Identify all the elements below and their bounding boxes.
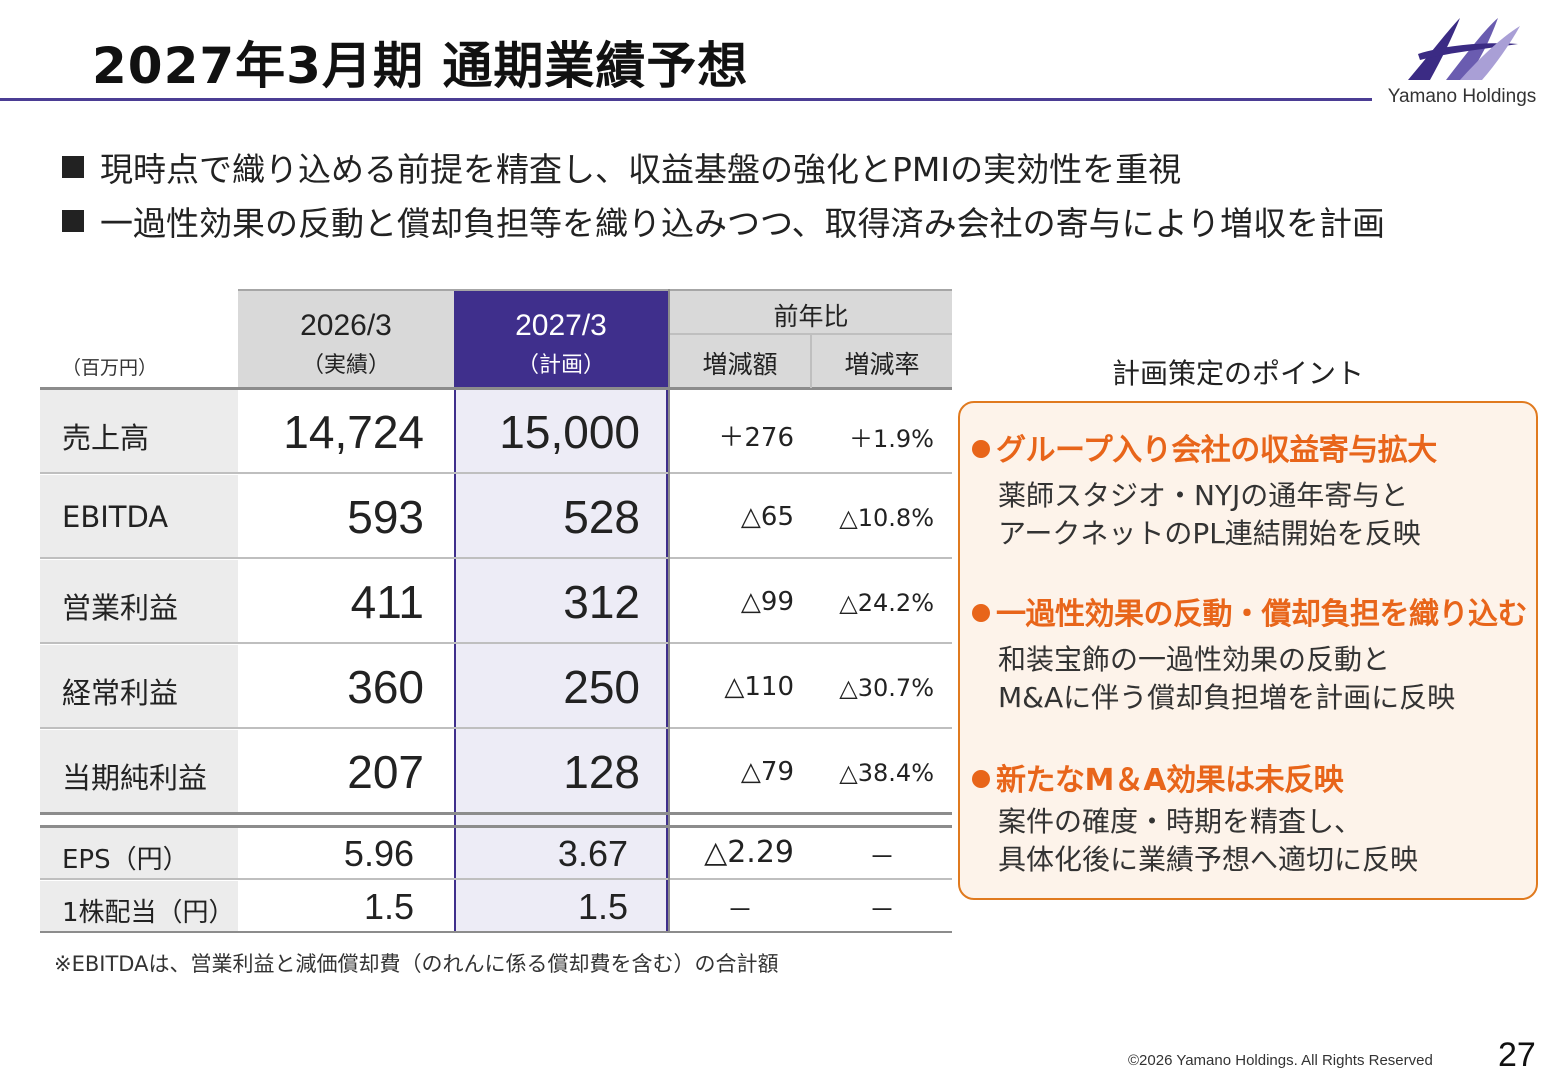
plan-column-bg [454,388,668,933]
page-title: 2027年3月期 通期業績予想 [92,37,749,95]
col-yoy: 前年比 [773,302,849,331]
row-actual: 360 [347,661,424,713]
logo-mark-icon [1408,18,1520,80]
bullet-item: 一過性効果の反動と償却負担等を織り込みつつ、取得済み会社の寄与により増収を計画 [62,194,1385,248]
bullet-dot-icon [972,440,990,458]
summary-bullets: 現時点で織り込める前提を精査し、収益基盤の強化とPMIの実効性を重視 一過性効果… [62,140,1385,248]
header-plan-bg [454,289,668,388]
row-diff: △99 [740,587,794,617]
subrow-plan: 3.67 [557,833,628,874]
row-rate: △38.4% [839,759,934,787]
row-plan: 312 [563,576,640,628]
square-bullet-icon [62,210,84,232]
col-actual-sub: （実績） [301,353,390,378]
copyright: ©2026 Yamano Holdings. All Rights Reserv… [1128,1052,1433,1069]
col-diff: 増減額 [702,350,778,379]
bullet-item: 現時点で織り込める前提を精査し、収益基盤の強化とPMIの実効性を重視 [62,140,1385,194]
row-diff: ＋276 [718,423,794,453]
point-body: 薬師スタジオ・NYJの通年寄与と アークネットのPL連結開始を反映 [998,479,1421,550]
header-actual-bg [238,289,454,388]
subrow-actual: 1.5 [363,886,414,927]
row-label-bg [40,390,238,472]
row-label: 経常利益 [62,676,179,710]
subrow-rate: － [868,896,895,926]
point-heading: 一過性効果の反動・償却負担を織り込む [972,589,1528,633]
col-actual-year: 2026/3 [300,309,392,342]
row-label-bg [40,645,238,727]
points-title: 計画策定のポイント [1112,357,1365,390]
row-label: 当期純利益 [62,761,208,795]
row-label-bg [40,828,238,878]
point-body: 和装宝飾の一過性効果の反動と M&Aに伴う償却負担増を計画に反映 [998,643,1456,714]
row-rate: △30.7% [839,674,934,702]
square-bullet-icon [62,156,84,178]
row-rate: △24.2% [839,589,934,617]
row-actual: 207 [347,746,424,798]
points-panel: グループ入り会社の収益寄与拡大 薬師スタジオ・NYJの通年寄与と アークネットの… [958,401,1538,900]
subrow-diff: △2.29 [704,835,794,870]
title-underline [0,98,1372,101]
footnote: ※EBITDAは、営業利益と減価償却費（のれんに係る償却費を含む）の合計額 [54,952,779,976]
row-label: 営業利益 [62,591,179,625]
col-plan-year: 2027/3 [515,309,607,342]
row-actual: 14,724 [283,406,424,458]
point-body: 案件の確度・時期を精査し、 具体化後に業績予想へ適切に反映 [998,805,1419,876]
row-actual: 411 [350,576,424,628]
row-plan: 15,000 [499,406,640,458]
col-rate: 増減率 [844,350,920,379]
row-diff: △65 [740,502,794,532]
subrow-actual: 5.96 [343,833,414,874]
row-actual: 593 [347,491,424,543]
row-diff: △79 [740,757,794,787]
row-diff: △110 [724,672,794,702]
page-number: 27 [1498,1036,1536,1074]
col-plan-sub: （計画） [516,353,605,378]
row-plan: 128 [563,746,640,798]
bullet-dot-icon [972,770,990,788]
row-label-bg [40,730,238,812]
unit-label: （百万円） [62,357,158,379]
brand-name: Yamano Holdings [1387,86,1537,107]
point-heading: グループ入り会社の収益寄与拡大 [972,425,1437,469]
point-heading: 新たなM＆A効果は未反映 [972,755,1344,799]
row-label-bg [40,560,238,642]
row-plan: 528 [563,491,640,543]
subrow-plan: 1.5 [577,886,628,927]
row-label: EBITDA [62,500,169,534]
row-plan: 250 [563,661,640,713]
subrow-label: 1株配当（円） [62,898,235,928]
row-rate: ＋1.9% [849,425,934,453]
subrow-diff: － [726,896,753,926]
subrow-rate: － [868,843,895,873]
bullet-dot-icon [972,604,990,622]
row-label-bg [40,881,238,931]
company-logo: Yamano Holdings [1374,14,1550,110]
subrow-label: EPS（円） [62,845,189,875]
forecast-table: （百万円） 2026/3 （実績） 2027/3 （計画） 前年比 増減額 増減… [40,289,952,933]
row-label-bg [40,475,238,557]
row-label: 売上高 [62,421,150,455]
row-rate: △10.8% [839,504,934,532]
